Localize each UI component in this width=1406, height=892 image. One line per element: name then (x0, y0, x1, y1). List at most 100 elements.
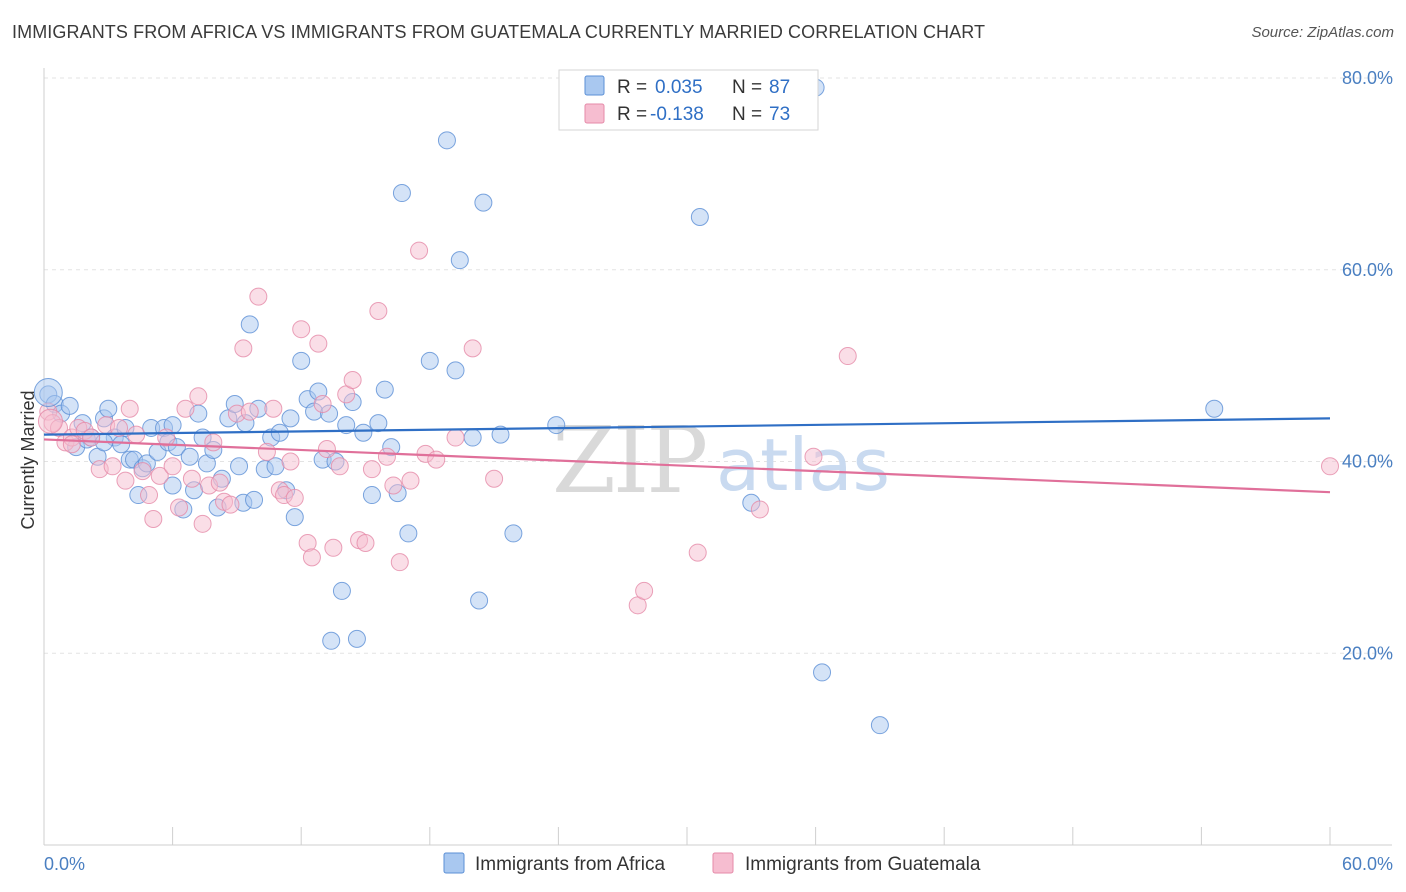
source-label: Source: ZipAtlas.com (1251, 24, 1394, 41)
point-africa-76 (690, 208, 709, 227)
point-guatemala-23 (182, 469, 201, 488)
legend-r-label-guatemala: R = (617, 104, 647, 125)
point-guatemala-35 (257, 442, 276, 461)
bottom-legend-label-guatemala: Immigrants from Guatemala (745, 854, 981, 875)
point-guatemala-66 (635, 581, 654, 600)
point-guatemala-47 (324, 538, 343, 557)
point-africa-10 (99, 399, 118, 418)
trend-line-africa (43, 417, 1331, 436)
point-guatemala-24 (189, 387, 208, 406)
point-africa-26 (180, 447, 199, 466)
point-guatemala-58 (401, 471, 420, 490)
y-tick-label-60: 60.0% (1342, 260, 1393, 280)
legend-swatch-africa (584, 75, 605, 96)
point-africa-46 (281, 409, 300, 428)
point-africa-12 (112, 435, 131, 454)
point-africa-3 (60, 396, 79, 415)
point-africa-81 (1205, 399, 1224, 418)
point-africa-47 (285, 508, 304, 527)
point-guatemala-64 (485, 469, 504, 488)
point-africa-23 (163, 476, 182, 495)
legend-r-value-guatemala: -0.138 (650, 104, 704, 125)
grid-lines (44, 77, 1392, 654)
point-guatemala-70 (838, 347, 857, 366)
point-africa-61 (369, 414, 388, 433)
watermark-atlas: atlas (716, 423, 890, 507)
point-africa-70 (463, 428, 482, 447)
point-africa-75 (547, 416, 566, 435)
y-tick-labels: 20.0% 40.0% 60.0% 80.0% (1342, 68, 1393, 663)
point-guatemala-61 (427, 450, 446, 469)
point-guatemala-32 (234, 339, 253, 358)
point-guatemala-30 (221, 495, 240, 514)
stats-legend: R = 0.035 N = 87 R = -0.138 N = 73 (558, 69, 819, 131)
point-guatemala-16 (140, 486, 159, 505)
point-guatemala-21 (170, 498, 189, 517)
point-guatemala-41 (292, 320, 311, 339)
point-guatemala-72 (62, 435, 81, 454)
point-guatemala-36 (264, 399, 283, 418)
point-africa-82 (322, 631, 341, 650)
bottom-legend-swatch-africa (443, 852, 465, 874)
point-guatemala-12 (116, 471, 135, 490)
point-guatemala-11 (110, 418, 129, 437)
x-tick-label-min: 0.0% (44, 854, 85, 874)
point-africa-74 (504, 524, 523, 543)
point-africa-79 (813, 663, 832, 682)
point-guatemala-63 (463, 339, 482, 358)
point-africa-66 (420, 351, 439, 370)
point-guatemala-15 (133, 462, 152, 481)
point-africa-59 (354, 423, 373, 442)
point-africa-73 (491, 425, 510, 444)
series-legend: Immigrants from Africa Immigrants from G… (443, 852, 981, 875)
point-guatemala-54 (369, 301, 388, 320)
point-guatemala-18 (150, 466, 169, 485)
point-guatemala-17 (144, 510, 163, 529)
legend-r-label-africa: R = (617, 77, 647, 98)
trend-line-guatemala (43, 438, 1331, 494)
point-guatemala-39 (281, 452, 300, 471)
point-africa-67 (437, 131, 456, 150)
point-africa-80 (870, 716, 889, 735)
data-points (33, 78, 1339, 735)
point-guatemala-7 (82, 428, 101, 447)
point-africa-68 (446, 361, 465, 380)
point-guatemala-33 (240, 402, 259, 421)
point-guatemala-71 (1321, 457, 1339, 476)
legend-r-value-africa: 0.035 (655, 77, 703, 98)
point-guatemala-67 (688, 543, 707, 562)
axes (43, 68, 1392, 846)
point-guatemala-22 (176, 399, 195, 418)
y-tick-label-20: 20.0% (1342, 643, 1393, 663)
point-guatemala-13 (120, 399, 139, 418)
legend-n-label-africa: N = (732, 77, 762, 98)
point-guatemala-55 (377, 447, 396, 466)
point-guatemala-50 (343, 371, 362, 390)
point-guatemala-45 (313, 394, 332, 413)
legend-swatch-guatemala (584, 103, 605, 124)
legend-n-label-guatemala: N = (732, 104, 762, 125)
point-guatemala-48 (330, 457, 349, 476)
chart-title: IMMIGRANTS FROM AFRICA VS IMMIGRANTS FRO… (12, 22, 986, 42)
point-africa-58 (347, 629, 366, 648)
point-guatemala-cluster (37, 408, 63, 434)
point-africa-72 (474, 193, 493, 212)
point-guatemala-56 (384, 476, 403, 495)
watermark: ZIP atlas (552, 407, 890, 514)
x-tick-labels: 0.0% 60.0% (44, 854, 1393, 874)
point-africa-cluster (33, 377, 63, 407)
point-guatemala-53 (362, 460, 381, 479)
legend-n-value-guatemala: 73 (769, 104, 790, 125)
point-guatemala-25 (193, 514, 212, 533)
y-axis-label: Currently Married (18, 390, 38, 529)
point-africa-69 (450, 251, 469, 270)
point-guatemala-44 (309, 334, 328, 353)
x-tick-label-max: 60.0% (1342, 854, 1393, 874)
point-africa-60 (362, 486, 381, 505)
point-guatemala-69 (804, 447, 823, 466)
point-guatemala-57 (390, 553, 409, 572)
point-africa-62 (375, 380, 394, 399)
point-guatemala-59 (410, 241, 429, 260)
point-guatemala-10 (103, 457, 122, 476)
